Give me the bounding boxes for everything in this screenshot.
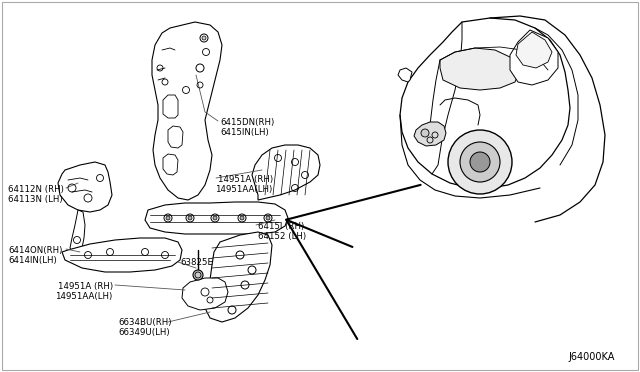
Text: 63825E: 63825E <box>180 258 213 267</box>
Polygon shape <box>145 202 288 234</box>
Circle shape <box>448 130 512 194</box>
Text: 6415l (RH): 6415l (RH) <box>258 222 304 231</box>
Circle shape <box>188 216 192 220</box>
Text: 64113N (LH): 64113N (LH) <box>8 195 63 204</box>
Circle shape <box>266 216 270 220</box>
Polygon shape <box>400 18 570 188</box>
Circle shape <box>202 36 206 40</box>
Polygon shape <box>182 278 228 310</box>
Text: 6414lN(LH): 6414lN(LH) <box>8 256 57 265</box>
Polygon shape <box>205 232 272 322</box>
Circle shape <box>460 142 500 182</box>
Polygon shape <box>70 210 85 252</box>
Text: J64000KA: J64000KA <box>568 352 614 362</box>
Polygon shape <box>58 162 112 212</box>
Polygon shape <box>398 68 412 82</box>
Polygon shape <box>414 122 446 146</box>
Circle shape <box>166 216 170 220</box>
Polygon shape <box>62 238 182 272</box>
Circle shape <box>213 216 217 220</box>
Text: 6414ON(RH): 6414ON(RH) <box>8 246 62 255</box>
Circle shape <box>421 129 429 137</box>
Polygon shape <box>163 95 178 118</box>
Circle shape <box>193 270 203 280</box>
Polygon shape <box>152 22 222 200</box>
Text: 66349U(LH): 66349U(LH) <box>118 328 170 337</box>
Polygon shape <box>252 145 320 200</box>
Polygon shape <box>168 126 183 148</box>
Polygon shape <box>516 32 552 68</box>
Text: 64152 (LH): 64152 (LH) <box>258 232 306 241</box>
Circle shape <box>240 216 244 220</box>
Text: 14951A (RH): 14951A (RH) <box>58 282 113 291</box>
Circle shape <box>470 152 490 172</box>
Text: 64112N (RH): 64112N (RH) <box>8 185 64 194</box>
Polygon shape <box>163 154 178 175</box>
Polygon shape <box>440 48 520 90</box>
Text: 6415lN(LH): 6415lN(LH) <box>220 128 269 137</box>
Text: 14951AA(LH): 14951AA(LH) <box>55 292 112 301</box>
Text: 14951A (RH): 14951A (RH) <box>218 175 273 184</box>
Text: 14951AA(LH): 14951AA(LH) <box>215 185 272 194</box>
Text: 6634BU(RH): 6634BU(RH) <box>118 318 172 327</box>
Text: 6415DN(RH): 6415DN(RH) <box>220 118 275 127</box>
Polygon shape <box>510 30 558 85</box>
